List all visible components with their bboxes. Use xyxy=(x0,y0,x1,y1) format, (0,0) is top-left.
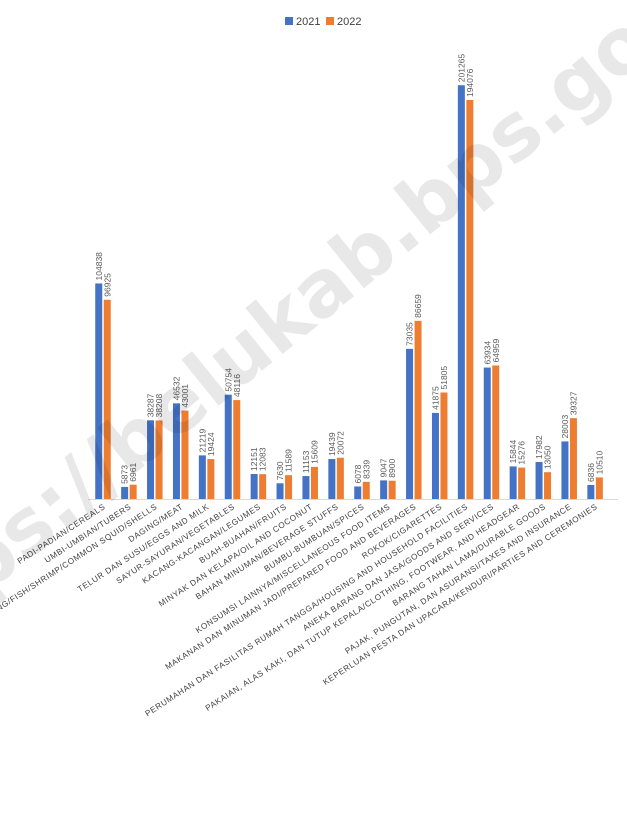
legend-label-2022: 2022 xyxy=(337,16,361,28)
bar-2022-12 xyxy=(388,480,396,499)
bar-2021-7 xyxy=(250,474,258,499)
bar-2022-14 xyxy=(440,392,448,499)
bar-2021-16 xyxy=(483,367,491,499)
value-label-2021-6: 50754 xyxy=(223,368,233,392)
value-label-2021-9: 11153 xyxy=(301,450,311,473)
bar-2021-9 xyxy=(302,476,310,499)
value-label-2022-12: 8900 xyxy=(387,459,397,478)
value-label-2022-19: 39327 xyxy=(568,391,578,415)
value-label-2021-13: 73035 xyxy=(405,322,415,346)
value-label-2022-10: 20072 xyxy=(335,431,345,455)
bar-2021-8 xyxy=(276,483,284,499)
legend-swatch-2022 xyxy=(326,17,334,25)
value-label-2022-11: 8339 xyxy=(361,460,371,479)
legend-swatch-2021 xyxy=(285,17,293,25)
value-label-2022-5: 19424 xyxy=(206,432,216,456)
bar-2021-17 xyxy=(509,466,517,499)
value-label-2021-5: 21219 xyxy=(197,428,207,452)
value-label-2022-6: 48116 xyxy=(232,374,242,397)
bar-2022-7 xyxy=(259,474,267,499)
bar-2022-17 xyxy=(518,467,526,499)
value-label-2021-2: 5873 xyxy=(120,465,130,484)
value-label-2021-11: 6078 xyxy=(353,464,363,483)
value-label-2022-14: 51805 xyxy=(439,366,449,390)
legend: 2021 2022 xyxy=(285,16,361,28)
bar-2021-19 xyxy=(561,441,569,499)
bar-2022-5 xyxy=(207,459,215,499)
bar-2021-18 xyxy=(535,462,543,499)
value-label-2022-2: 6961 xyxy=(128,463,138,482)
value-label-2021-16: 63934 xyxy=(482,341,492,365)
bar-2022-2 xyxy=(129,484,137,499)
value-label-2022-4: 43001 xyxy=(180,384,190,408)
value-label-2021-14: 41875 xyxy=(430,386,440,410)
value-label-2021-19: 28003 xyxy=(560,415,570,439)
value-label-2022-17: 15276 xyxy=(517,441,527,465)
value-label-2021-1: 104838 xyxy=(94,252,104,281)
bar-2022-3 xyxy=(155,420,163,499)
bar-2022-4 xyxy=(181,410,189,499)
bar-2021-1 xyxy=(95,283,103,499)
bar-2021-2 xyxy=(121,486,129,499)
value-label-2022-20: 10510 xyxy=(594,450,604,474)
value-label-2022-8: 11589 xyxy=(284,449,294,472)
value-label-2022-16: 64959 xyxy=(491,339,501,363)
value-label-2021-15: 201265 xyxy=(456,54,466,83)
bar-2022-8 xyxy=(285,475,293,499)
value-label-2022-9: 15609 xyxy=(309,440,319,464)
value-label-2021-12: 9047 xyxy=(379,458,389,477)
bar-2021-11 xyxy=(354,486,362,499)
value-label-2022-1: 96925 xyxy=(102,273,112,297)
bar-2021-12 xyxy=(380,480,388,499)
value-label-2021-4: 46532 xyxy=(171,376,181,400)
bars-layer xyxy=(95,85,603,500)
bar-2021-5 xyxy=(198,455,206,499)
value-label-2021-17: 15844 xyxy=(508,440,518,464)
bar-2021-15 xyxy=(457,85,465,500)
value-label-2021-8: 7630 xyxy=(275,461,285,480)
bar-2021-10 xyxy=(328,459,336,499)
bar-2022-10 xyxy=(336,457,344,499)
value-label-2021-3: 38287 xyxy=(146,393,156,417)
bar-2022-11 xyxy=(362,481,370,499)
watermark: https://belukab.bps.go.id xyxy=(0,0,627,695)
value-label-2022-3: 38208 xyxy=(154,394,164,418)
bar-2021-4 xyxy=(172,403,180,499)
bar-2022-13 xyxy=(414,320,422,499)
value-label-2021-20: 6836 xyxy=(586,463,596,482)
bar-2022-18 xyxy=(544,472,552,499)
legend-label-2021: 2021 xyxy=(296,16,320,28)
bar-2022-15 xyxy=(466,100,474,500)
bar-2022-16 xyxy=(492,365,500,499)
value-label-2021-10: 19439 xyxy=(327,432,337,456)
value-label-2022-15: 194076 xyxy=(465,68,475,97)
bar-2022-9 xyxy=(310,466,318,499)
bar-2021-6 xyxy=(224,394,232,499)
bar-2021-14 xyxy=(431,412,439,499)
value-label-2022-13: 86659 xyxy=(413,294,423,318)
bar-2022-20 xyxy=(595,477,603,499)
bar-2022-6 xyxy=(233,400,241,499)
bar-2021-13 xyxy=(406,348,414,499)
bar-2021-20 xyxy=(587,484,595,499)
value-label-2021-7: 12151 xyxy=(249,447,259,471)
category-labels-layer: PADI-PADIAN/CEREALSUMBI-UMBIAN/TUBERSIKA… xyxy=(0,502,599,718)
bar-2022-1 xyxy=(103,299,111,499)
value-label-2022-18: 13050 xyxy=(543,445,553,469)
bar-2021-3 xyxy=(147,420,155,499)
value-label-2022-7: 12083 xyxy=(258,447,268,471)
bar-2022-19 xyxy=(569,418,577,499)
value-label-2021-18: 17982 xyxy=(534,435,544,459)
